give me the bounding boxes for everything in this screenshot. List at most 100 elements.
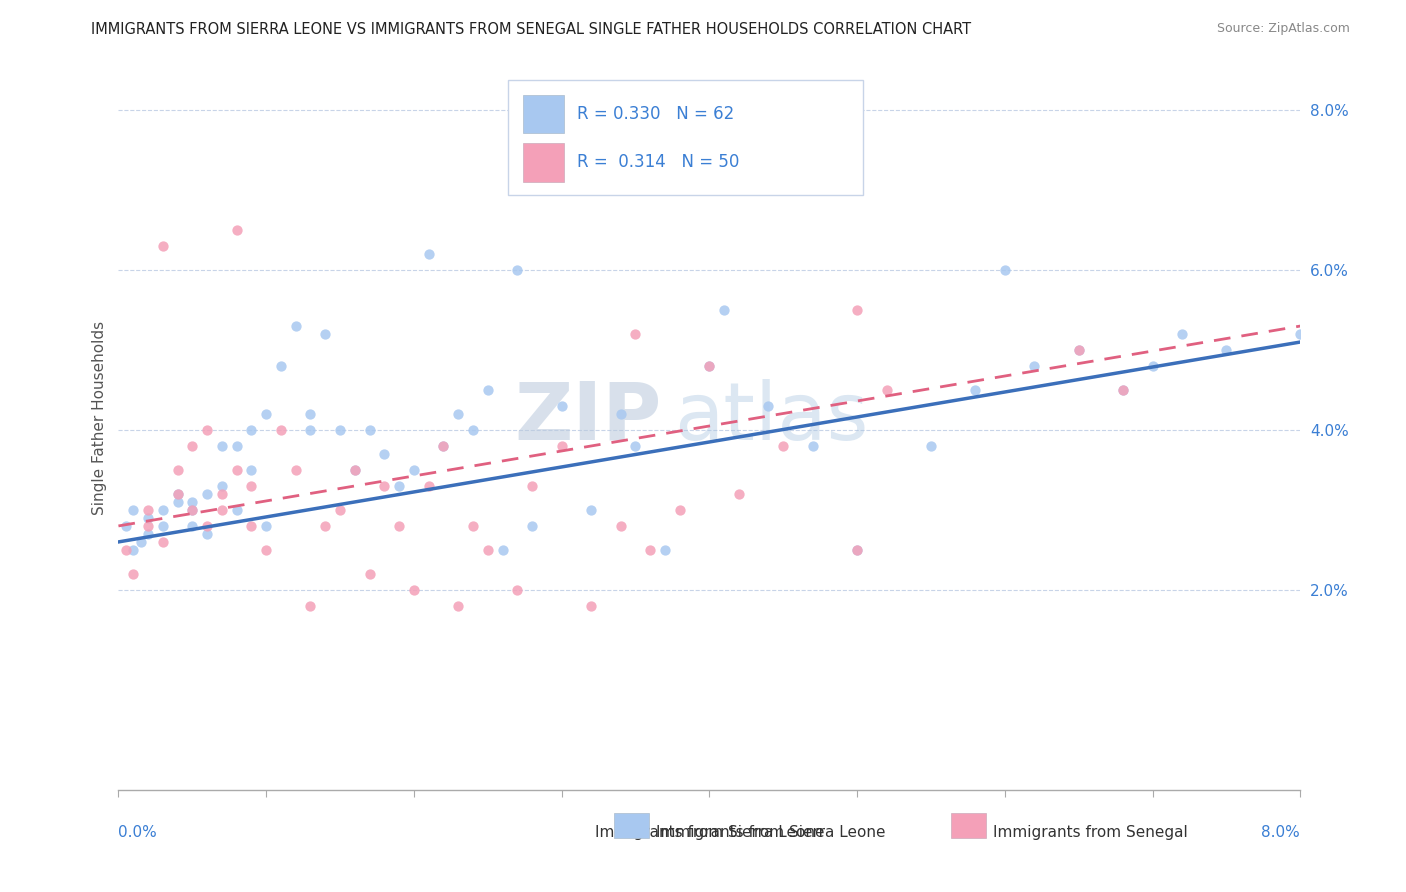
Point (699, 359, 721, 373)
Point (122, 503, 145, 517)
Point (388, 479, 411, 493)
Point (520, 519, 543, 533)
Point (447, 599, 470, 613)
Point (1289, 326, 1312, 341)
Point (713, 303, 735, 318)
Y-axis label: Single Father Households: Single Father Households (93, 321, 107, 515)
Point (284, 463, 307, 477)
Point (579, 503, 602, 517)
Point (876, 383, 898, 397)
Point (136, 503, 159, 517)
Point (299, 407, 322, 421)
Point (211, 503, 233, 517)
Point (225, 439, 247, 453)
Point (211, 479, 233, 493)
Point (136, 519, 159, 533)
Point (114, 543, 136, 558)
Point (477, 543, 499, 558)
Point (520, 479, 543, 493)
Text: ZIP: ZIP (515, 379, 662, 457)
Text: IMMIGRANTS FROM SIERRA LEONE VS IMMIGRANTS FROM SENEGAL SINGLE FATHER HOUSEHOLDS: IMMIGRANTS FROM SIERRA LEONE VS IMMIGRAN… (91, 22, 972, 37)
Point (359, 566, 381, 581)
Point (240, 463, 263, 477)
Point (195, 527, 218, 541)
Point (402, 463, 425, 477)
Point (772, 439, 794, 453)
Point (418, 479, 440, 493)
Text: R = 0.330   N = 62: R = 0.330 N = 62 (576, 105, 734, 123)
Point (225, 463, 247, 477)
Point (114, 519, 136, 533)
Point (314, 326, 336, 341)
Point (373, 479, 395, 493)
Point (166, 487, 188, 501)
Point (299, 423, 322, 437)
Point (211, 439, 233, 453)
Point (758, 399, 780, 413)
Point (550, 399, 572, 413)
Point (240, 479, 263, 493)
Text: R =  0.314   N = 50: R = 0.314 N = 50 (576, 153, 740, 171)
Point (314, 519, 336, 533)
Point (388, 519, 411, 533)
Point (136, 527, 159, 541)
Point (152, 503, 174, 517)
Point (477, 383, 499, 397)
Point (122, 566, 145, 581)
Point (181, 439, 204, 453)
Point (609, 519, 631, 533)
Point (1067, 343, 1090, 357)
Point (270, 359, 292, 373)
Point (195, 423, 218, 437)
Point (654, 543, 676, 558)
Point (284, 319, 307, 334)
Point (1067, 343, 1090, 357)
Point (920, 439, 942, 453)
Point (329, 423, 352, 437)
Point (432, 439, 454, 453)
Point (846, 543, 869, 558)
Point (432, 439, 454, 453)
Point (1112, 383, 1135, 397)
Point (270, 423, 292, 437)
Point (343, 463, 366, 477)
Text: Immigrants from Senegal: Immigrants from Senegal (994, 825, 1188, 840)
Point (373, 447, 395, 461)
Point (506, 582, 529, 597)
Point (195, 519, 218, 533)
Point (699, 359, 721, 373)
Text: atlas: atlas (673, 379, 869, 457)
Point (461, 519, 484, 533)
Point (211, 487, 233, 501)
Text: Immigrants from Sierra Leone: Immigrants from Sierra Leone (595, 825, 824, 840)
Point (254, 543, 277, 558)
Point (994, 263, 1017, 277)
Text: 0.0%: 0.0% (118, 825, 157, 840)
Point (1215, 343, 1237, 357)
Point (166, 495, 188, 509)
Point (181, 503, 204, 517)
Point (240, 519, 263, 533)
Point (181, 519, 204, 533)
Text: 8.0%: 8.0% (1261, 825, 1301, 840)
Point (491, 543, 513, 558)
Text: Source: ZipAtlas.com: Source: ZipAtlas.com (1216, 22, 1350, 36)
Point (447, 407, 470, 421)
Point (195, 487, 218, 501)
Point (965, 383, 987, 397)
Point (668, 503, 690, 517)
Point (225, 223, 247, 237)
Point (1171, 326, 1194, 341)
Point (624, 326, 647, 341)
Point (461, 423, 484, 437)
FancyBboxPatch shape (509, 79, 863, 195)
Point (359, 423, 381, 437)
Point (181, 503, 204, 517)
Point (240, 423, 263, 437)
Point (846, 303, 869, 318)
Point (609, 407, 631, 421)
Point (550, 439, 572, 453)
Point (418, 247, 440, 261)
Point (1112, 383, 1135, 397)
Point (624, 439, 647, 453)
